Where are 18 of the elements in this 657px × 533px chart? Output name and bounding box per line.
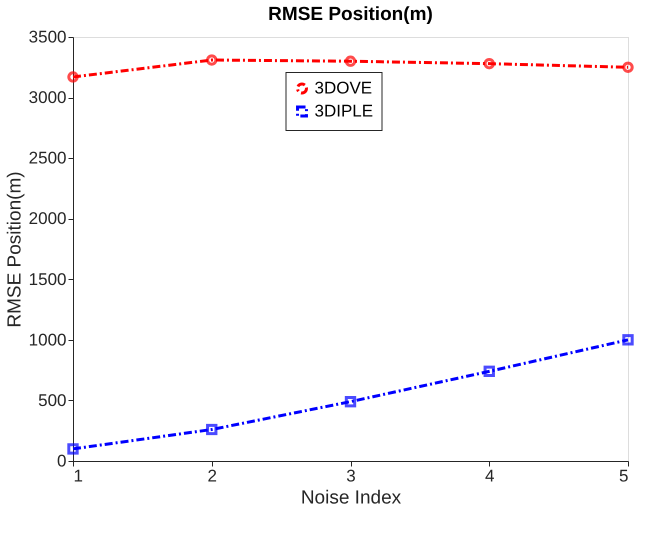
y-axis-title: RMSE Position(m) [4,171,26,328]
y-tick-label: 2000 [28,209,66,228]
y-tick-label: 500 [38,390,66,410]
y-tick-label: 3000 [28,88,66,108]
legend-label: 3DOVE [314,78,372,98]
y-tick-label: 3500 [28,28,66,46]
x-tick-label: 2 [208,466,217,486]
x-tick-label: 4 [485,466,494,486]
x-tick-label: 1 [74,466,83,486]
y-tick-label: 1000 [28,330,66,350]
x-tick-label: 5 [619,466,628,486]
x-tick-label: 3 [346,466,356,486]
y-tick-label: 0 [57,452,66,470]
legend-label: 3DIPLE [314,102,374,120]
chart-title: RMSE Position(m) [268,4,433,25]
y-tick-label: 2500 [28,148,66,168]
x-axis-title: Noise Index [300,488,402,508]
y-tick-label: 1500 [28,270,66,289]
